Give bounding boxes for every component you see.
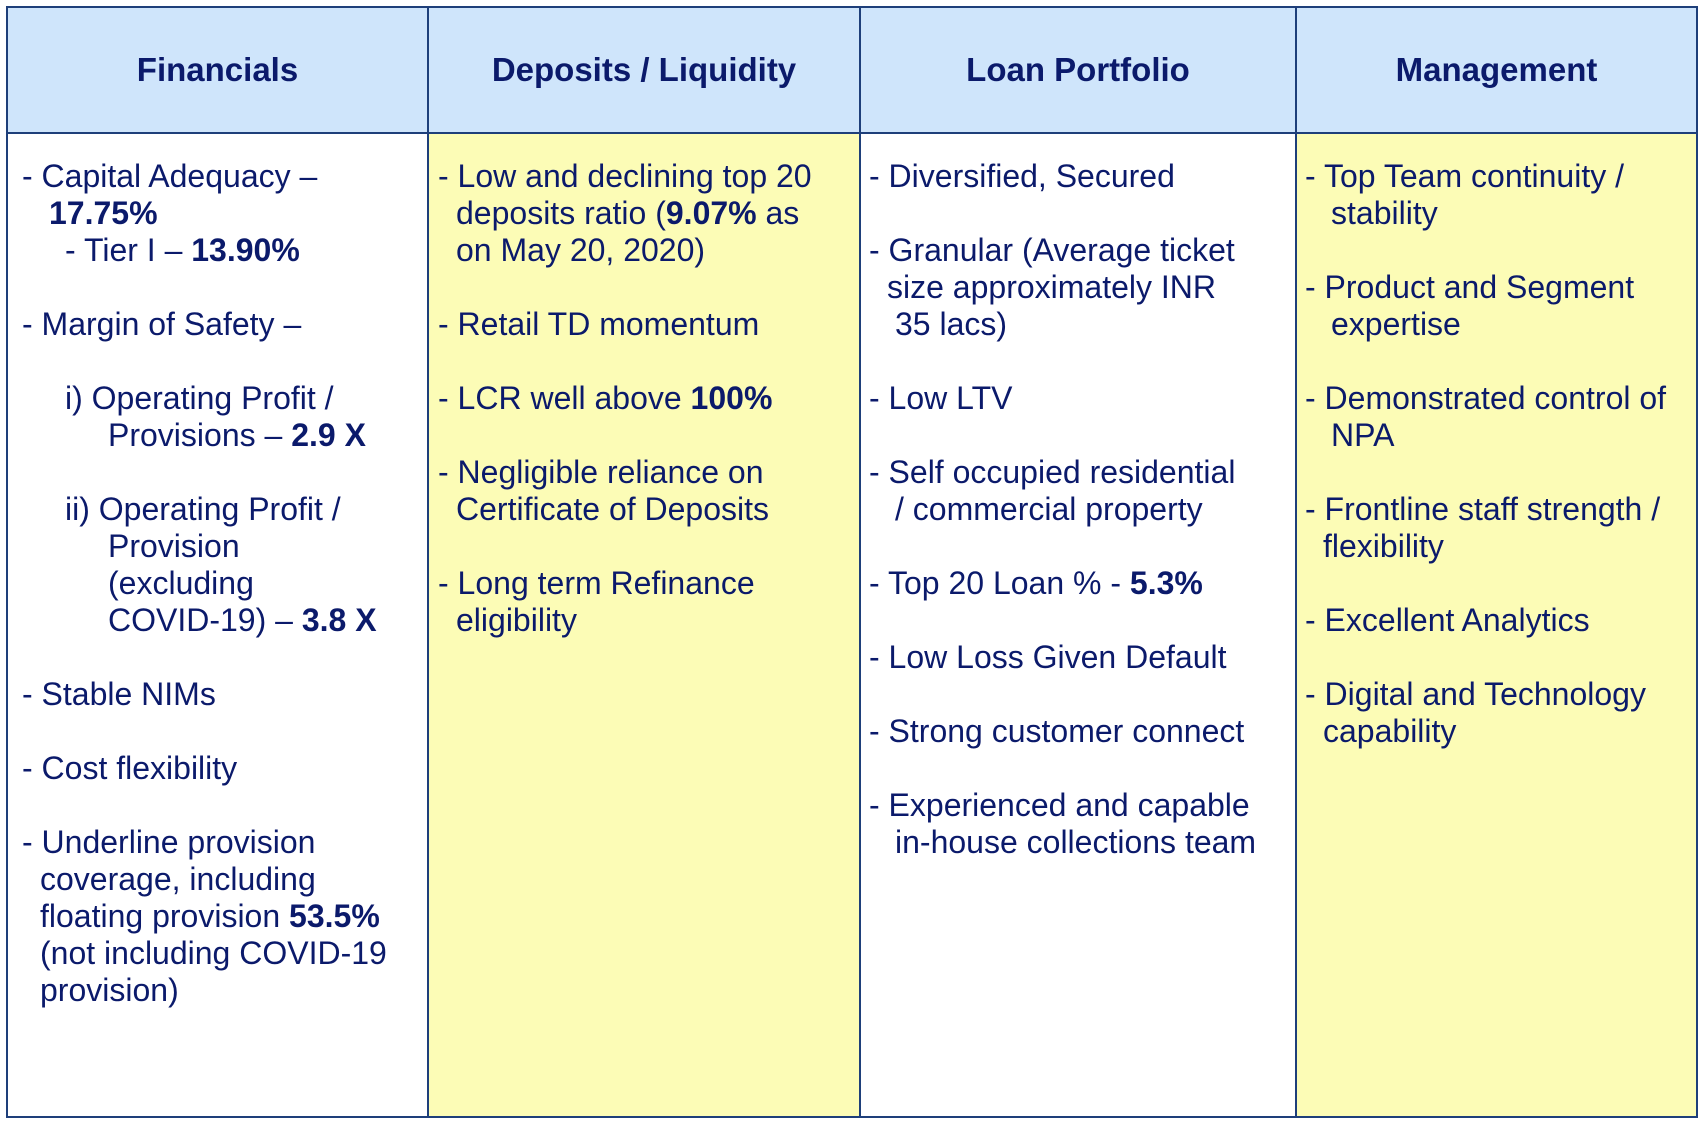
operating-profit-2-line2: Provision — [108, 528, 240, 564]
top20-loan: - Top 20 Loan % - 5.3% — [869, 565, 1203, 601]
top20-deposits-line2: deposits ratio (9.07% as — [456, 195, 800, 231]
digital-line1: - Digital and Technology — [1305, 676, 1646, 712]
management-column: Management - Top Team continuity / stabi… — [1297, 8, 1696, 1116]
granular-line3: 35 lacs) — [895, 306, 1008, 342]
top-team-line2: stability — [1331, 195, 1438, 231]
provision-coverage-line1: - Underline provision — [22, 824, 316, 860]
product-segment-line1: - Product and Segment — [1305, 269, 1635, 305]
frontline-line2: flexibility — [1323, 528, 1444, 564]
deposits-body: - Low and declining top 20 deposits rati… — [429, 134, 859, 1116]
capital-adequacy-label: - Capital Adequacy – — [22, 158, 318, 194]
diversified-secured: - Diversified, Secured — [869, 158, 1175, 194]
cd-reliance-line1: - Negligible reliance on — [438, 454, 764, 490]
operating-profit-2-line4: COVID-19) – 3.8 X — [108, 602, 377, 638]
provision-coverage-line3: floating provision 53.5% — [40, 898, 380, 934]
refinance-line2: eligibility — [456, 602, 577, 638]
loans-column: Loan Portfolio - Diversified, Secured - … — [861, 8, 1297, 1116]
top20-deposits-line1: - Low and declining top 20 — [438, 158, 812, 194]
provision-coverage-line4: (not including COVID-19 — [40, 935, 387, 971]
tier1-item: - Tier I – 13.90% — [65, 232, 300, 268]
operating-profit-1-line2: Provisions – 2.9 X — [108, 417, 366, 453]
retail-td: - Retail TD momentum — [438, 306, 760, 342]
customer-connect: - Strong customer connect — [869, 713, 1245, 749]
collections-line1: - Experienced and capable — [869, 787, 1250, 823]
product-segment-line2: expertise — [1331, 306, 1461, 342]
granular-line2: size approximately INR — [887, 269, 1216, 305]
low-lgd: - Low Loss Given Default — [869, 639, 1227, 675]
loans-body: - Diversified, Secured - Granular (Avera… — [861, 134, 1295, 1116]
stable-nims: - Stable NIMs — [22, 676, 216, 712]
cost-flexibility: - Cost flexibility — [22, 750, 238, 786]
provision-coverage-line2: coverage, including — [40, 861, 316, 897]
financials-header: Financials — [8, 8, 427, 134]
operating-profit-1-line1: i) Operating Profit / — [65, 380, 334, 416]
lcr-item: - LCR well above 100% — [438, 380, 773, 416]
granular-line1: - Granular (Average ticket — [869, 232, 1235, 268]
frontline-line1: - Frontline staff strength / — [1305, 491, 1661, 527]
cd-reliance-line2: Certificate of Deposits — [456, 491, 770, 527]
management-header: Management — [1297, 8, 1696, 134]
collections-line2: in-house collections team — [895, 824, 1257, 860]
capital-adequacy-value: 17.75% — [49, 195, 158, 231]
refinance-line1: - Long term Refinance — [438, 565, 755, 601]
financials-body: - Capital Adequacy – 17.75% - Tier I – 1… — [8, 134, 427, 1116]
loans-header: Loan Portfolio — [861, 8, 1295, 134]
digital-line2: capability — [1323, 713, 1457, 749]
analytics: - Excellent Analytics — [1305, 602, 1590, 638]
npa-control-line1: - Demonstrated control of — [1305, 380, 1667, 416]
low-ltv: - Low LTV — [869, 380, 1013, 416]
npa-control-line2: NPA — [1331, 417, 1395, 453]
management-body: - Top Team continuity / stability - Prod… — [1297, 134, 1696, 1116]
deposits-header: Deposits / Liquidity — [429, 8, 859, 134]
operating-profit-2-line1: ii) Operating Profit / — [65, 491, 341, 527]
self-occupied-line2: / commercial property — [895, 491, 1203, 527]
margin-of-safety: - Margin of Safety – — [22, 306, 302, 342]
financials-column: Financials - Capital Adequacy – 17.75% -… — [8, 8, 429, 1116]
top-team-line1: - Top Team continuity / — [1305, 158, 1624, 194]
operating-profit-2-line3: (excluding — [108, 565, 254, 601]
strengths-table: Financials - Capital Adequacy – 17.75% -… — [6, 6, 1698, 1118]
provision-coverage-line5: provision) — [40, 972, 179, 1008]
top20-deposits-line3: on May 20, 2020) — [456, 232, 706, 268]
deposits-column: Deposits / Liquidity - Low and declining… — [429, 8, 861, 1116]
self-occupied-line1: - Self occupied residential — [869, 454, 1236, 490]
